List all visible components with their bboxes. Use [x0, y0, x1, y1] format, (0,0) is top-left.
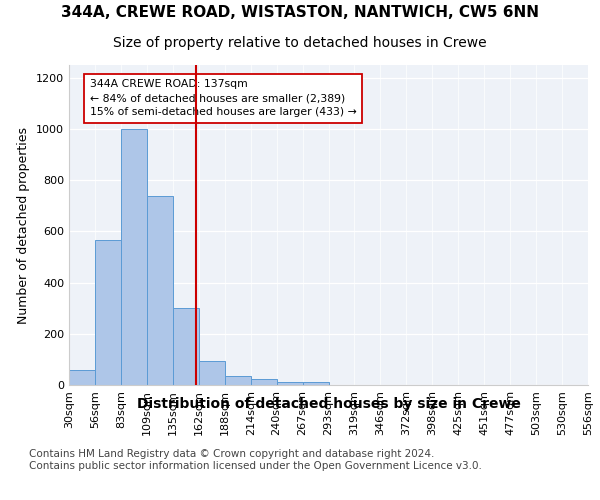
Bar — [199, 360, 224, 385]
Bar — [173, 308, 199, 385]
Text: 344A CREWE ROAD: 137sqm
← 84% of detached houses are smaller (2,389)
15% of semi: 344A CREWE ROAD: 137sqm ← 84% of detache… — [90, 80, 356, 118]
Bar — [277, 382, 302, 385]
Text: Distribution of detached houses by size in Crewe: Distribution of detached houses by size … — [137, 397, 520, 411]
Bar — [302, 382, 329, 385]
Text: Contains HM Land Registry data © Crown copyright and database right 2024.
Contai: Contains HM Land Registry data © Crown c… — [29, 449, 482, 470]
Bar — [225, 376, 251, 385]
Bar — [95, 240, 121, 385]
Text: Size of property relative to detached houses in Crewe: Size of property relative to detached ho… — [113, 36, 487, 50]
Bar — [69, 370, 95, 385]
Bar — [121, 129, 147, 385]
Text: 344A, CREWE ROAD, WISTASTON, NANTWICH, CW5 6NN: 344A, CREWE ROAD, WISTASTON, NANTWICH, C… — [61, 4, 539, 20]
Y-axis label: Number of detached properties: Number of detached properties — [17, 126, 31, 324]
Bar — [251, 380, 277, 385]
Bar — [147, 196, 173, 385]
